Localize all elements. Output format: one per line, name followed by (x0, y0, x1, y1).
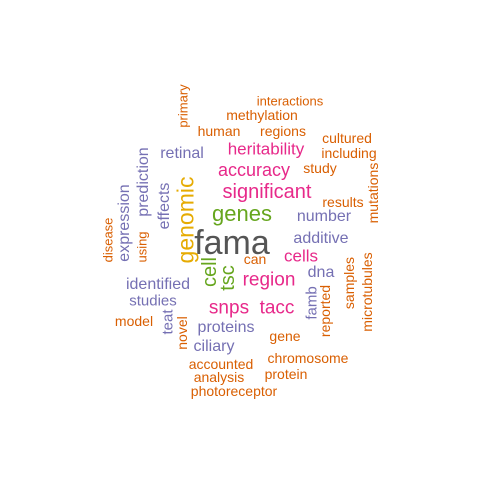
word-gene: gene (269, 328, 301, 344)
word-accuracy: accuracy (217, 160, 291, 180)
word-chromosome: chromosome (267, 350, 349, 366)
word-primary: primary (175, 84, 191, 128)
word-using: using (134, 231, 150, 263)
word-cells: cells (283, 246, 319, 266)
word-human: human (197, 123, 241, 139)
word-significant: significant (222, 181, 312, 203)
word-retinal: retinal (160, 145, 204, 162)
word-prediction: prediction (135, 147, 152, 217)
word-tacc: tacc (259, 297, 295, 319)
word-cultured: cultured (322, 130, 372, 146)
word-snps: snps (208, 297, 250, 319)
word-number: number (296, 208, 352, 225)
word-study: study (303, 160, 337, 176)
word-tsc: tsc (217, 265, 239, 291)
word-identified: identified (125, 276, 191, 293)
word-fama: fama (194, 224, 270, 262)
word-disease: disease (100, 217, 116, 263)
word-protein: protein (264, 366, 308, 382)
word-interactions: interactions (256, 93, 324, 109)
word-microtubules: microtubules (359, 252, 375, 332)
word-samples: samples (341, 256, 357, 310)
word-dna: dna (307, 264, 335, 281)
word-ciliary: ciliary (193, 338, 235, 355)
word-proteins: proteins (197, 319, 255, 336)
word-photoreceptor: photoreceptor (190, 383, 278, 399)
word-including: including (321, 145, 377, 161)
word-genomic: genomic (172, 176, 199, 264)
word-effects: effects (156, 182, 173, 230)
word-heritability: heritability (227, 139, 305, 159)
word-methylation: methylation (226, 107, 298, 123)
word-expression: expression (116, 184, 133, 262)
word-regions: regions (260, 123, 306, 139)
word-analysis: analysis (193, 369, 245, 385)
word-genes: genes (212, 201, 272, 226)
word-additive: additive (293, 230, 349, 247)
word-reported: reported (317, 284, 333, 338)
word-can: can (243, 251, 267, 267)
word-accounted: accounted (188, 356, 254, 372)
word-region: region (242, 269, 296, 291)
word-novel: novel (174, 316, 190, 350)
word-mutations: mutations (365, 162, 381, 224)
word-results: results (322, 194, 364, 210)
word-model: model (114, 313, 154, 329)
word-studies: studies (129, 292, 177, 310)
